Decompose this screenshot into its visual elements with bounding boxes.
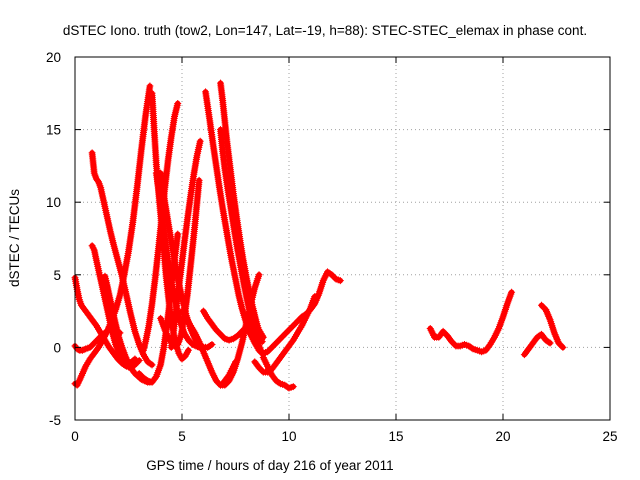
ticks: 0 5 10 15 20 25 -5 0 5 10 15 20 [46, 50, 618, 444]
data-series-8 [139, 99, 182, 354]
y-tick-label: 15 [46, 123, 61, 138]
data-series-18 [217, 358, 239, 389]
series-markers [255, 268, 344, 357]
data-series-21 [255, 268, 344, 357]
series-markers [217, 358, 239, 389]
data-series-20 [259, 354, 297, 392]
series-markers [199, 307, 267, 344]
y-tick-label: -5 [49, 413, 61, 428]
data-series-3 [88, 149, 156, 369]
series-track [427, 289, 515, 355]
grid [75, 57, 610, 420]
data-series-22 [426, 288, 516, 356]
x-tick-label: 5 [178, 429, 186, 444]
series-markers [426, 288, 516, 356]
x-tick-label: 0 [71, 429, 79, 444]
series-markers [88, 149, 156, 369]
plot-frame [74, 56, 611, 421]
x-tick-label: 10 [281, 429, 296, 444]
series-markers [259, 354, 297, 392]
data-series-17 [199, 307, 267, 344]
data-series-14 [217, 79, 266, 346]
x-tick-label: 15 [388, 429, 403, 444]
data-series-9 [152, 169, 210, 351]
y-tick-label: 0 [53, 340, 61, 355]
y-tick-label: 5 [53, 268, 61, 283]
y-tick-label: 20 [46, 50, 61, 65]
series-markers [520, 330, 554, 359]
data-series-layer [71, 79, 567, 392]
x-axis-label: GPS time / hours of day 216 of year 2011 [146, 458, 393, 473]
series-markers [88, 242, 139, 367]
data-series-24 [538, 301, 567, 351]
x-tick-label: 25 [602, 429, 617, 444]
y-axis-label: dSTEC / TECUs [7, 189, 22, 287]
data-series-23 [520, 330, 554, 359]
series-track [256, 269, 344, 356]
series-markers [538, 301, 567, 351]
y-tick-label: 10 [46, 195, 61, 210]
x-tick-label: 20 [495, 429, 510, 444]
series-markers [217, 79, 266, 346]
chart-title: dSTEC Iono. truth (tow2, Lon=147, Lat=-1… [63, 23, 587, 38]
